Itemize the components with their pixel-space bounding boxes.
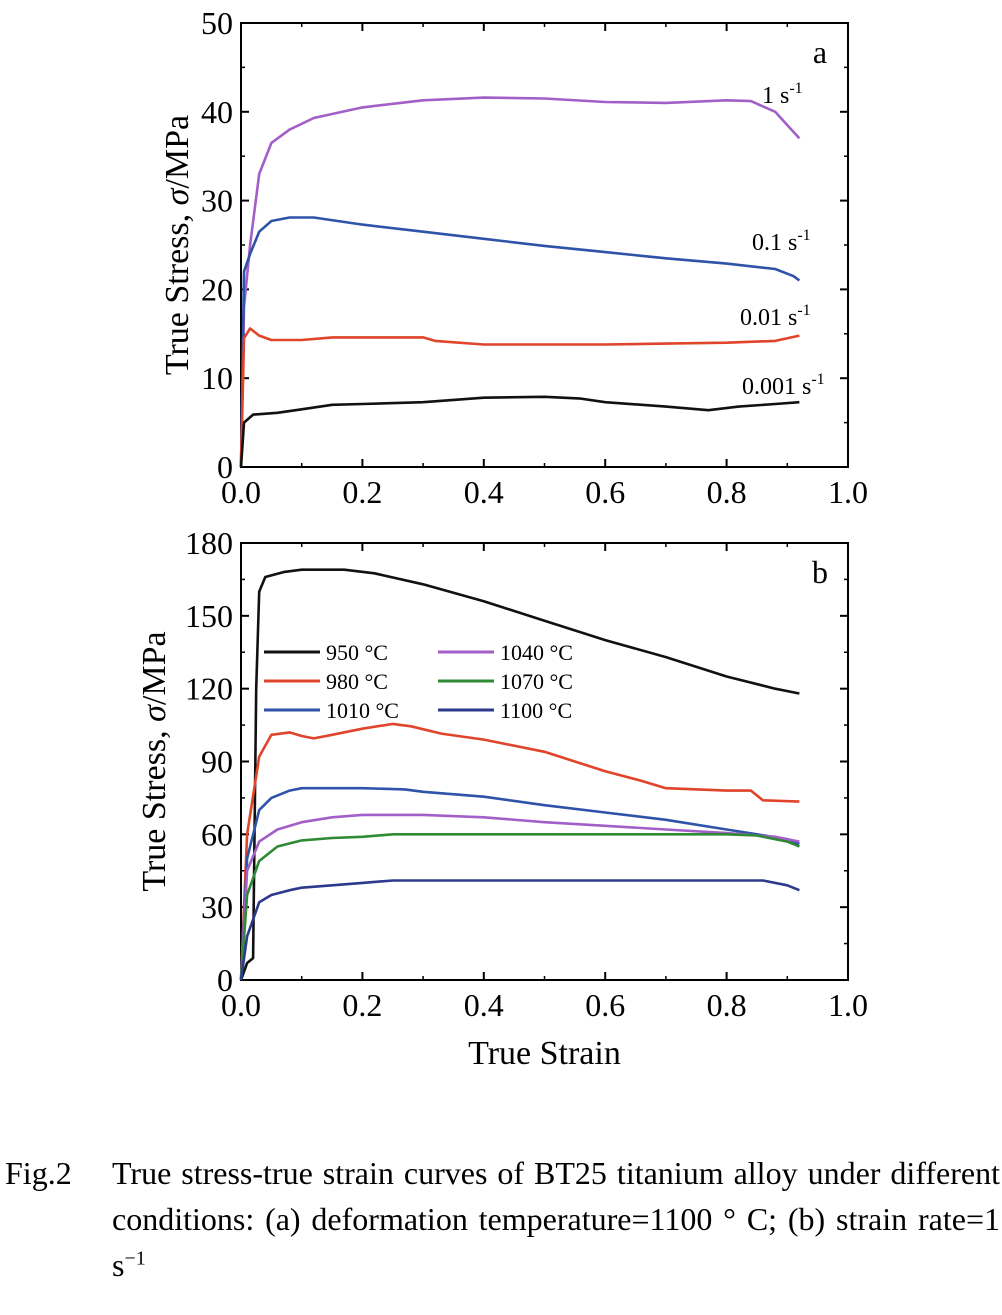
caption-body: True stress-true strain curves of BT25 t… <box>112 1155 1000 1283</box>
x-axis-label: True Strain <box>468 1035 621 1072</box>
y-tick-label: 40 <box>201 94 233 130</box>
series-label: 1 s-1 <box>762 80 803 109</box>
x-tick-label: 0.2 <box>342 474 382 510</box>
y-axis-label-text: True Stress, <box>159 205 196 375</box>
x-tick-label: 0.6 <box>585 474 625 510</box>
y-axis-label: True Stress, σ/MPa <box>136 631 173 891</box>
y-axis-label-symbol: σ <box>159 187 196 205</box>
series-line <box>239 722 800 981</box>
legend-label: 1100 °C <box>500 698 572 723</box>
series-line <box>239 833 800 981</box>
series-label-superscript: -1 <box>797 227 810 244</box>
y-axis-label: True Stress, σ/MPa <box>159 115 196 375</box>
y-tick-label: 60 <box>201 816 233 852</box>
y-axis-label-symbol: σ <box>136 704 173 722</box>
series-line <box>239 96 801 468</box>
chart-panel-a: 0.0 0.2 0.4 0.6 0.8 1.0 0 10 20 30 40 50 True Stress… <box>159 5 868 510</box>
y-tick-label: 120 <box>185 671 233 707</box>
series-label-superscript: -1 <box>789 80 802 97</box>
series-label-text: 1 s <box>762 83 789 109</box>
series-label-text: 0.001 s <box>742 374 811 400</box>
panel-label: b <box>812 554 828 590</box>
y-tick-label: 50 <box>201 5 233 41</box>
legend-label: 1040 °C <box>500 640 573 665</box>
y-tick-label: 0 <box>217 449 233 485</box>
y-axis-label-unit: /MPa <box>159 115 196 189</box>
x-tick-label: 0.8 <box>707 474 747 510</box>
y-tick-label: 90 <box>201 744 233 780</box>
series-label: 0.001 s-1 <box>742 371 825 400</box>
legend-label: 950 °C <box>326 640 388 665</box>
y-tick-label: 150 <box>185 598 233 634</box>
caption-superscript: −1 <box>124 1247 146 1270</box>
series-line <box>239 327 800 468</box>
plot-frame <box>240 542 849 981</box>
series-line <box>239 786 800 981</box>
figure-canvas: 0.0 0.2 0.4 0.6 0.8 1.0 0 10 20 30 40 50 True Stress… <box>136 5 868 1072</box>
series-label-text: 0.01 s <box>740 305 797 331</box>
x-tick-label: 1.0 <box>828 987 868 1023</box>
x-tick-label: 0.4 <box>464 474 504 510</box>
series-label: 0.1 s-1 <box>752 227 811 256</box>
series-label-superscript: -1 <box>797 302 810 319</box>
y-tick-label: 30 <box>201 183 233 219</box>
series-label: 0.01 s-1 <box>740 302 811 331</box>
caption-text: True stress-true strain curves of BT25 t… <box>112 1150 1000 1288</box>
y-tick-label: 30 <box>201 889 233 925</box>
y-tick-label: 20 <box>201 271 233 307</box>
y-tick-label: 0 <box>217 962 233 998</box>
x-tick-label: 0.6 <box>585 987 625 1023</box>
series-line <box>239 216 801 468</box>
series-line <box>239 395 800 468</box>
series-label-text: 0.1 s <box>752 230 797 256</box>
legend-label: 980 °C <box>326 669 388 694</box>
chart-panel-b: 0.0 0.2 0.4 0.6 0.8 1.0 0 30 60 90 120 150 180 True S… <box>136 525 868 1072</box>
y-tick-label: 180 <box>185 525 233 561</box>
series-line <box>239 813 800 981</box>
series-label-superscript: -1 <box>811 371 824 388</box>
caption-label: Fig.2 <box>5 1155 72 1191</box>
x-tick-label: 0.8 <box>707 987 747 1023</box>
panel-label: a <box>813 34 827 70</box>
x-tick-label: 0.0 <box>221 474 261 510</box>
x-tick-label: 0.4 <box>464 987 504 1023</box>
y-axis-label-text: True Stress, <box>136 722 173 892</box>
x-tick-label: 0.2 <box>342 987 382 1023</box>
x-tick-label: 0.0 <box>221 987 261 1023</box>
legend-label: 1010 °C <box>326 698 399 723</box>
series-line <box>239 879 800 981</box>
series-line <box>239 568 800 981</box>
y-tick-label: 10 <box>201 360 233 396</box>
x-tick-label: 1.0 <box>828 474 868 510</box>
legend-label: 1070 °C <box>500 669 573 694</box>
y-axis-label-unit: /MPa <box>136 631 173 705</box>
